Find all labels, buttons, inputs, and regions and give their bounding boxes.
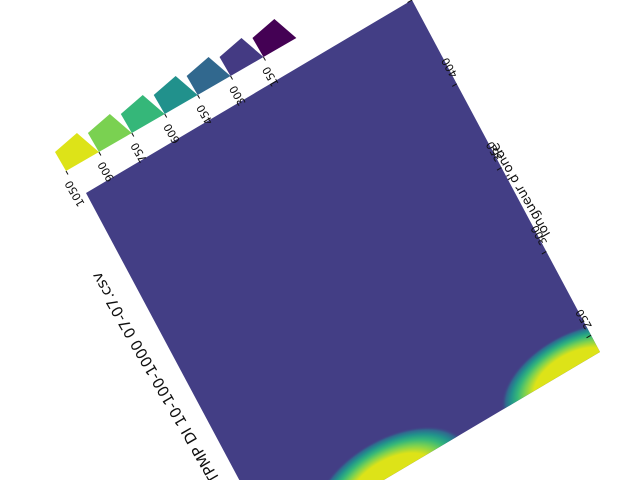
x-tick xyxy=(496,167,502,171)
colorbar-segment xyxy=(55,132,99,171)
x-tick xyxy=(541,250,547,255)
colorbar-tick xyxy=(263,56,266,61)
colorbar-tick xyxy=(197,94,201,99)
colorbar-segment xyxy=(153,75,198,114)
colorbar-tick-label: 450 xyxy=(194,102,216,127)
x-tick xyxy=(586,334,592,339)
colorbar-tick-label: 300 xyxy=(227,83,249,108)
x-tick xyxy=(407,0,413,4)
colorbar-tick-label: 900 xyxy=(95,159,117,184)
colorbar-segment xyxy=(219,37,264,76)
colorbar-tick xyxy=(98,151,102,156)
colorbar-segment xyxy=(120,94,165,133)
colorbar-segment xyxy=(87,113,132,152)
colorbar-tick-label: 1050 xyxy=(62,178,87,209)
colorbar-segment xyxy=(186,56,231,95)
colorbar-tick xyxy=(230,75,233,80)
colorbar-tick xyxy=(131,132,135,137)
colorbar-tick-label: 750 xyxy=(128,140,150,165)
colorbar-tick-label: 600 xyxy=(161,121,183,146)
colorbar-tick-label: 150 xyxy=(260,64,282,89)
colorbar-segment xyxy=(252,18,297,58)
x-tick xyxy=(452,83,458,87)
colorbar-tick xyxy=(65,170,69,175)
colorbar-tick xyxy=(164,113,168,118)
plot-area xyxy=(86,0,600,480)
